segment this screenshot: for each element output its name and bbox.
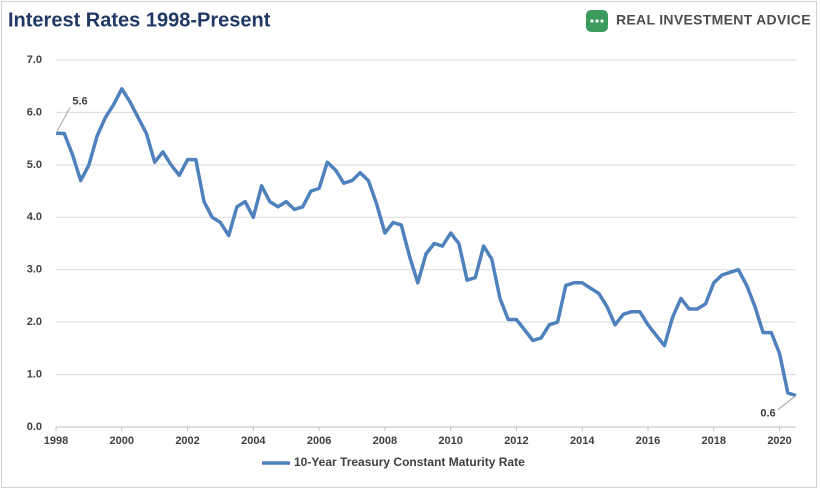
x-tick-label: 2008 <box>373 435 397 447</box>
data-label: 0.6 <box>760 407 775 419</box>
logo-dot <box>600 19 604 23</box>
legend-label: 10-Year Treasury Constant Maturity Rate <box>294 455 525 469</box>
logo-dot <box>590 19 594 23</box>
y-tick-label: 5.0 <box>27 159 42 171</box>
logo-dot <box>595 19 599 23</box>
chart-title: Interest Rates 1998-Present <box>8 9 271 31</box>
data-label: 5.6 <box>72 95 87 107</box>
y-tick-label: 2.0 <box>27 316 42 328</box>
y-tick-label: 6.0 <box>27 106 42 118</box>
series-line <box>56 87 797 398</box>
x-tick-label: 1998 <box>44 435 68 447</box>
x-tick-label: 2002 <box>175 435 199 447</box>
y-tick-label: 7.0 <box>27 54 42 66</box>
x-tick-label: 2020 <box>767 435 791 447</box>
x-tick-label: 2018 <box>702 435 726 447</box>
logo: REAL INVESTMENT ADVICE <box>586 10 811 32</box>
x-tick-label: 2012 <box>504 435 528 447</box>
x-tick-label: 2014 <box>570 435 595 447</box>
y-tick-label: 3.0 <box>27 264 42 276</box>
x-tick-label: 2006 <box>307 435 331 447</box>
y-tick-label: 1.0 <box>27 368 42 380</box>
y-tick-label: 0.0 <box>27 421 42 433</box>
label-leader <box>777 395 797 410</box>
logo-text: REAL INVESTMENT ADVICE <box>616 12 811 28</box>
x-tick-label: 2016 <box>636 435 660 447</box>
y-tick-label: 4.0 <box>27 211 42 223</box>
x-tick-label: 2004 <box>241 435 266 447</box>
x-tick-label: 2010 <box>438 435 462 447</box>
x-tick-label: 2000 <box>110 435 134 447</box>
label-leader <box>55 107 71 134</box>
